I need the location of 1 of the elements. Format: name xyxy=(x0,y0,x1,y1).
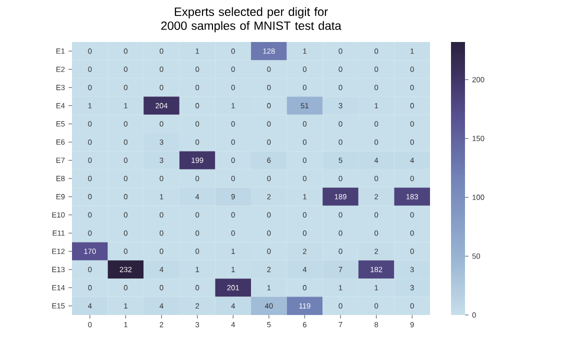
chart-title: Experts selected per digit for 2000 samples of MNIST test data xyxy=(161,7,342,32)
